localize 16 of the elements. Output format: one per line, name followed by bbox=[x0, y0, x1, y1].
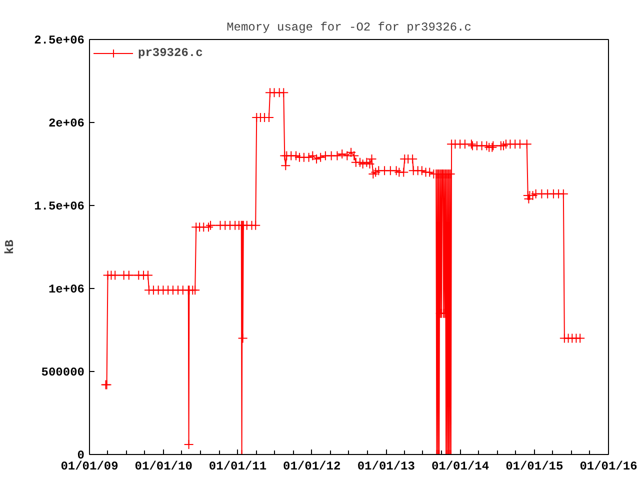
chart-title: Memory usage for -O2 for pr39326.c bbox=[226, 20, 472, 34]
x-tick-label: 01/01/09 bbox=[60, 460, 118, 474]
y-tick-label: 2.5e+06 bbox=[34, 34, 85, 48]
y-tick-label: 1e+06 bbox=[48, 282, 85, 296]
y-tick-label: 500000 bbox=[41, 366, 85, 380]
y-tick-label: 1.5e+06 bbox=[34, 200, 85, 214]
legend-label: pr39326.c bbox=[138, 46, 203, 60]
x-tick-label: 01/01/12 bbox=[283, 460, 341, 474]
x-tick-label: 01/01/11 bbox=[208, 460, 267, 474]
x-tick-label: 01/01/15 bbox=[506, 460, 564, 474]
y-tick-label: 2e+06 bbox=[48, 116, 85, 130]
x-tick-label: 01/01/14 bbox=[431, 460, 490, 474]
x-tick-label: 01/01/16 bbox=[580, 460, 638, 474]
x-tick-label: 01/01/10 bbox=[134, 460, 192, 474]
y-axis-title: kB bbox=[3, 240, 18, 254]
x-tick-label: 01/01/13 bbox=[357, 460, 415, 474]
